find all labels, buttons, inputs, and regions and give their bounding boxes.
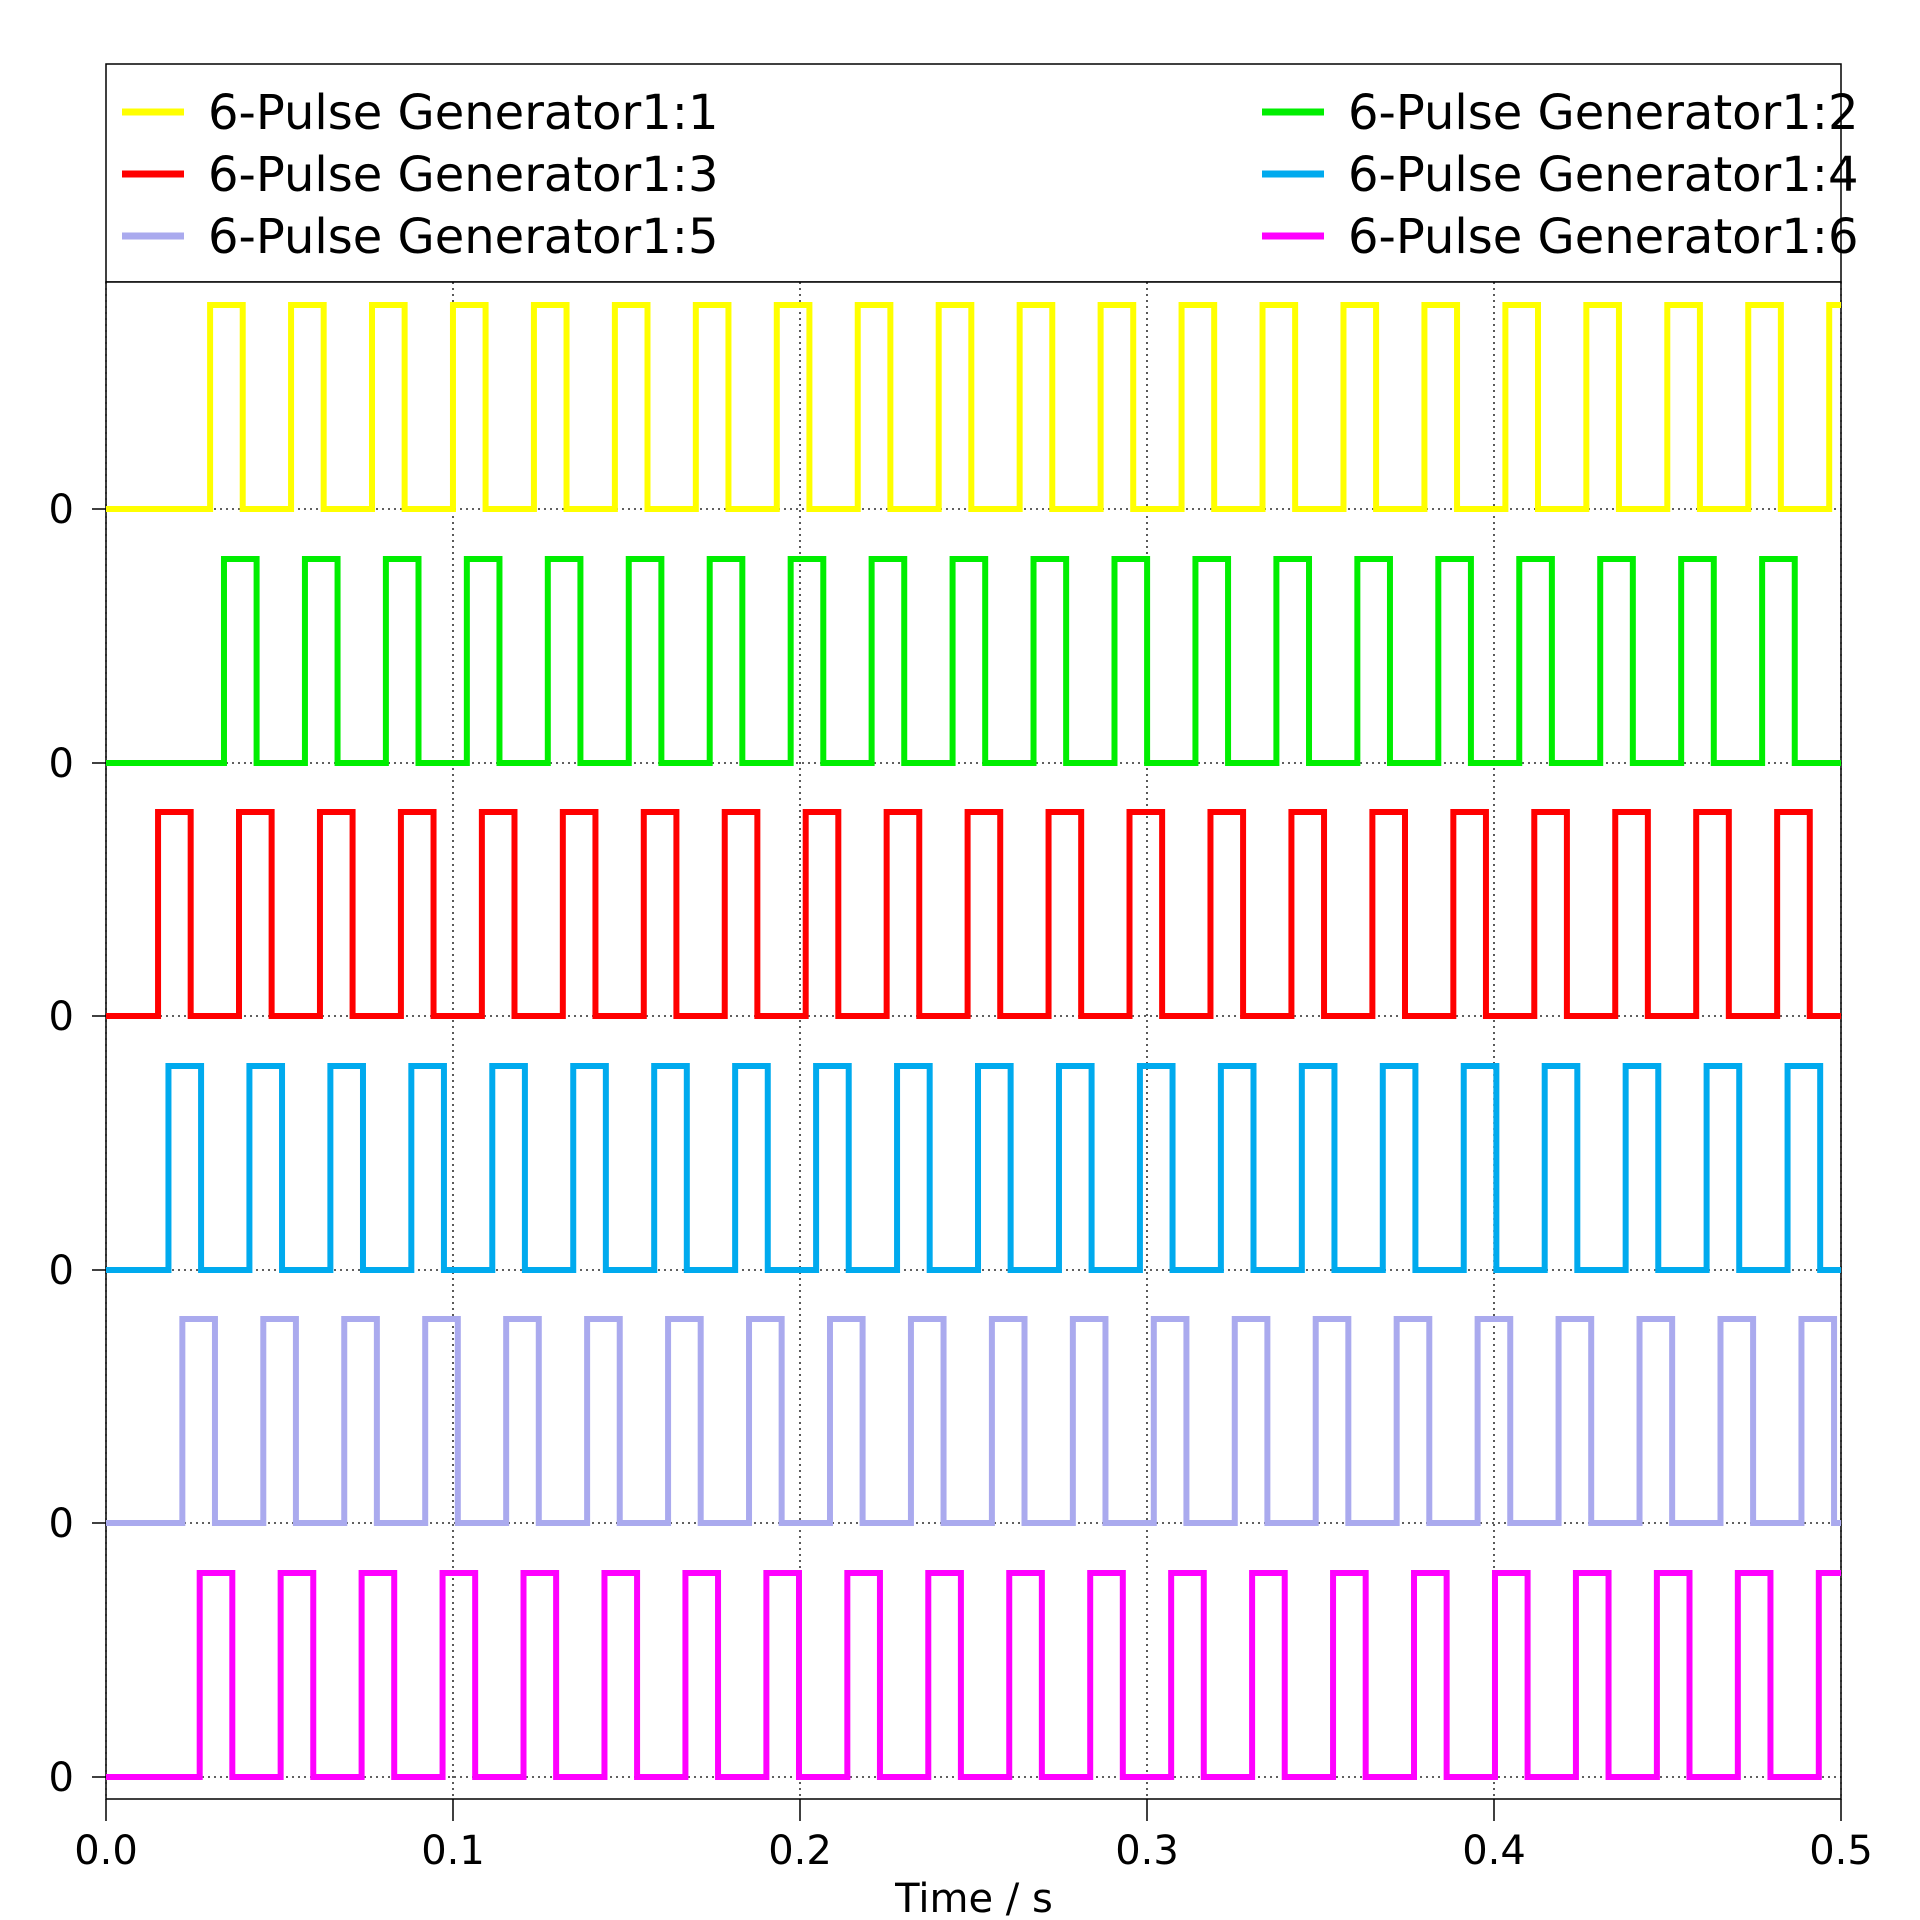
x-tick-label: 0.5	[1809, 1828, 1873, 1874]
legend-label: 6-Pulse Generator1:6	[1348, 209, 1859, 265]
plot-area	[105, 281, 1842, 1800]
x-tick-label: 0.3	[1115, 1828, 1179, 1874]
y-tick-label: 0	[49, 487, 74, 533]
legend-label: 6-Pulse Generator1:3	[208, 147, 719, 203]
series-trace	[106, 302, 1841, 512]
y-tick-label: 0	[49, 1501, 74, 1547]
series-trace	[106, 1570, 1841, 1780]
axes: 0.0 0.1 0.2 0.3 0.4 0.5 0 0 0 0 0 0	[49, 487, 1873, 1874]
pulse-traces	[106, 302, 1841, 1780]
legend: 6-Pulse Generator1:1 6-Pulse Generator1:2…	[122, 85, 1859, 265]
y-tick-label: 0	[49, 1248, 74, 1294]
legend-label: 6-Pulse Generator1:1	[208, 85, 719, 141]
legend-label: 6-Pulse Generator1:2	[1348, 85, 1859, 141]
x-tick-label: 0.1	[421, 1828, 485, 1874]
x-axis-label: Time / s	[894, 1876, 1053, 1920]
series-trace	[106, 809, 1841, 1019]
legend-label: 6-Pulse Generator1:4	[1348, 147, 1859, 203]
series-trace	[106, 1063, 1841, 1273]
x-tick-label: 0.0	[74, 1828, 138, 1874]
y-tick-label: 0	[49, 741, 74, 787]
x-tick-label: 0.4	[1462, 1828, 1526, 1874]
legend-label: 6-Pulse Generator1:5	[208, 209, 719, 265]
series-trace	[106, 1316, 1841, 1526]
series-trace	[106, 556, 1841, 766]
legend-box	[105, 63, 1842, 283]
y-tick-label: 0	[49, 994, 74, 1040]
x-tick-label: 0.2	[768, 1828, 832, 1874]
y-tick-label: 0	[49, 1755, 74, 1801]
